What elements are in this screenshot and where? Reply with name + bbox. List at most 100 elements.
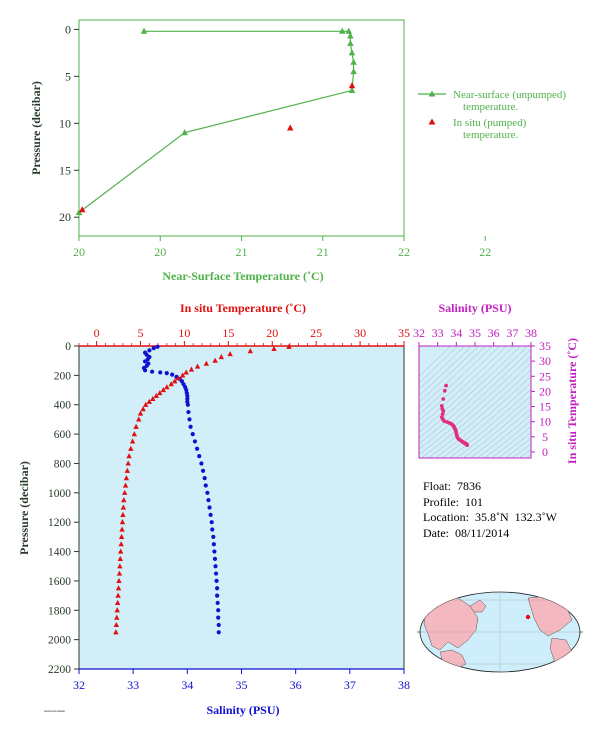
salinity-point: [212, 556, 218, 561]
salinity-point: [185, 396, 190, 401]
insitu-temperature-point: [203, 360, 210, 366]
insitu-temperature-point: [121, 489, 128, 495]
near-surface-x-tick-label: 21: [236, 245, 248, 259]
ts-density-contour: [419, 356, 531, 455]
profile-marks: [113, 343, 292, 635]
insitu-temperature-point: [129, 438, 136, 444]
float-row: Float: 7836: [423, 479, 557, 495]
near-surface-point: [140, 27, 148, 34]
near-surface-chart: 20 20 21 21 22 22 0 5 10 15 20 Near-Surface Temper…: [29, 19, 491, 283]
near-surface-y-tick-label: 10: [59, 116, 71, 130]
insitu-pumped-point: [79, 206, 86, 213]
location-lat: 35.8˚N: [474, 510, 509, 524]
profile-y-tick-label: 200: [54, 370, 72, 382]
profile-y-tick-label: 800: [54, 458, 72, 470]
insitu-temperature-point: [126, 453, 132, 459]
insitu-temperature-point: [115, 592, 121, 598]
profile-bottom-axis-label: Salinity (PSU): [206, 703, 279, 717]
salinity-point: [203, 483, 208, 488]
salinity-point: [216, 615, 221, 620]
date-value: 08/11/2014: [455, 525, 510, 540]
profile-top-tick-label: 5: [137, 326, 143, 340]
insitu-temperature-point: [140, 406, 146, 412]
ts-y-tick-label: 15: [539, 400, 551, 414]
salinity-point: [186, 409, 191, 415]
salinity-point: [197, 454, 202, 459]
profile-y-tick-label: 0: [65, 341, 71, 353]
near-surface-point: [347, 32, 354, 39]
profile-y-tick-label: 1600: [48, 576, 71, 588]
insitu-temperature-point: [150, 395, 156, 401]
near-surface-point: [181, 129, 188, 136]
footer-tiny-text: nwnwnwn nnnnn: [44, 709, 65, 713]
salinity-point: [215, 586, 220, 591]
near-surface-point: [345, 27, 352, 34]
profile-top-tick-label: 0: [94, 326, 100, 340]
insitu-temperature-point: [227, 351, 233, 357]
salinity-point: [155, 344, 160, 349]
ts-density-contour: [511, 443, 531, 458]
ts-density-contour: [469, 408, 531, 458]
ts-density-contour: [490, 426, 531, 458]
insitu-temperature-point: [118, 533, 125, 539]
insitu-temperature-point: [122, 482, 129, 488]
salinity-point: [202, 476, 207, 481]
world-map: [417, 591, 583, 673]
profile-top-axis-label: In situ Temperature (˚C): [180, 301, 306, 315]
insitu-temperature-point: [125, 460, 131, 466]
profile-y-tick-label: 1200: [48, 517, 71, 529]
near-surface-point: [339, 27, 346, 34]
near-surface-point: [75, 208, 83, 216]
near-surface-ticks: 20 20 21 21 22 22 0 5 10 15 20: [59, 22, 491, 259]
insitu-temperature-point: [179, 372, 186, 378]
map-land-asia: [423, 597, 479, 651]
ts-density-contour: [497, 432, 531, 458]
near-surface-point: [348, 49, 356, 56]
salinity-point: [142, 359, 148, 364]
ts-density-contour: [526, 318, 601, 468]
salinity-point: [216, 608, 221, 613]
ts-density-contour: [419, 346, 507, 427]
ts-point: [440, 412, 445, 417]
salinity-point: [213, 571, 219, 576]
near-surface-y-tick-label: 15: [59, 163, 71, 177]
insitu-temperature-point: [121, 497, 127, 503]
salinity-point: [200, 468, 206, 473]
ts-x-tick-label: 34: [450, 326, 462, 340]
ts-y-tick-label: 25: [539, 369, 551, 383]
near-surface-y-label: Pressure (decibar): [29, 81, 43, 175]
near-surface-legend: Near-surface (unpumped) temperature. In …: [418, 89, 566, 141]
ts-point: [444, 383, 448, 388]
ts-x-tick-label: 36: [488, 326, 500, 340]
profile-bottom-tick-label: 36: [290, 678, 302, 692]
ts-y-tick-label: 20: [539, 384, 551, 398]
profile-bottom-tick-label: 35: [236, 678, 248, 692]
profile-label: Profile:: [423, 494, 459, 509]
salinity-point: [210, 527, 215, 532]
insitu-temperature-point: [117, 563, 123, 569]
salinity-point: [209, 520, 214, 525]
ts-density-contour: [518, 448, 531, 458]
salinity-point: [206, 498, 211, 503]
profile-y-label: Pressure (decibar): [17, 461, 31, 555]
float-value: 7836: [457, 479, 482, 493]
ts-x-tick-label: 37: [506, 326, 518, 340]
insitu-pumped-point: [287, 124, 294, 131]
profile-row: Profile: 101: [423, 495, 557, 511]
salinity-point: [215, 600, 220, 606]
profile-chart: 0 5 10 15 20 25 30 35 32 33 34 35 36 37 38 0 200 400 600 80…: [17, 301, 410, 717]
near-surface-x-tick-label: 21: [317, 245, 329, 259]
ts-density-contour: [427, 369, 531, 458]
insitu-temperature-point: [119, 526, 125, 532]
float-label: Float:: [423, 479, 452, 493]
near-surface-y-tick-label: 20: [59, 210, 71, 224]
insitu-temperature-point: [168, 381, 174, 387]
near-surface-point: [350, 58, 357, 65]
insitu-temperature-point: [160, 387, 167, 393]
insitu-temperature-point: [113, 621, 120, 628]
profile-top-tick-label: 35: [398, 326, 410, 340]
ts-density-contour: [476, 414, 531, 458]
insitu-temperature-point: [119, 519, 126, 525]
near-surface-marks: [75, 27, 357, 216]
